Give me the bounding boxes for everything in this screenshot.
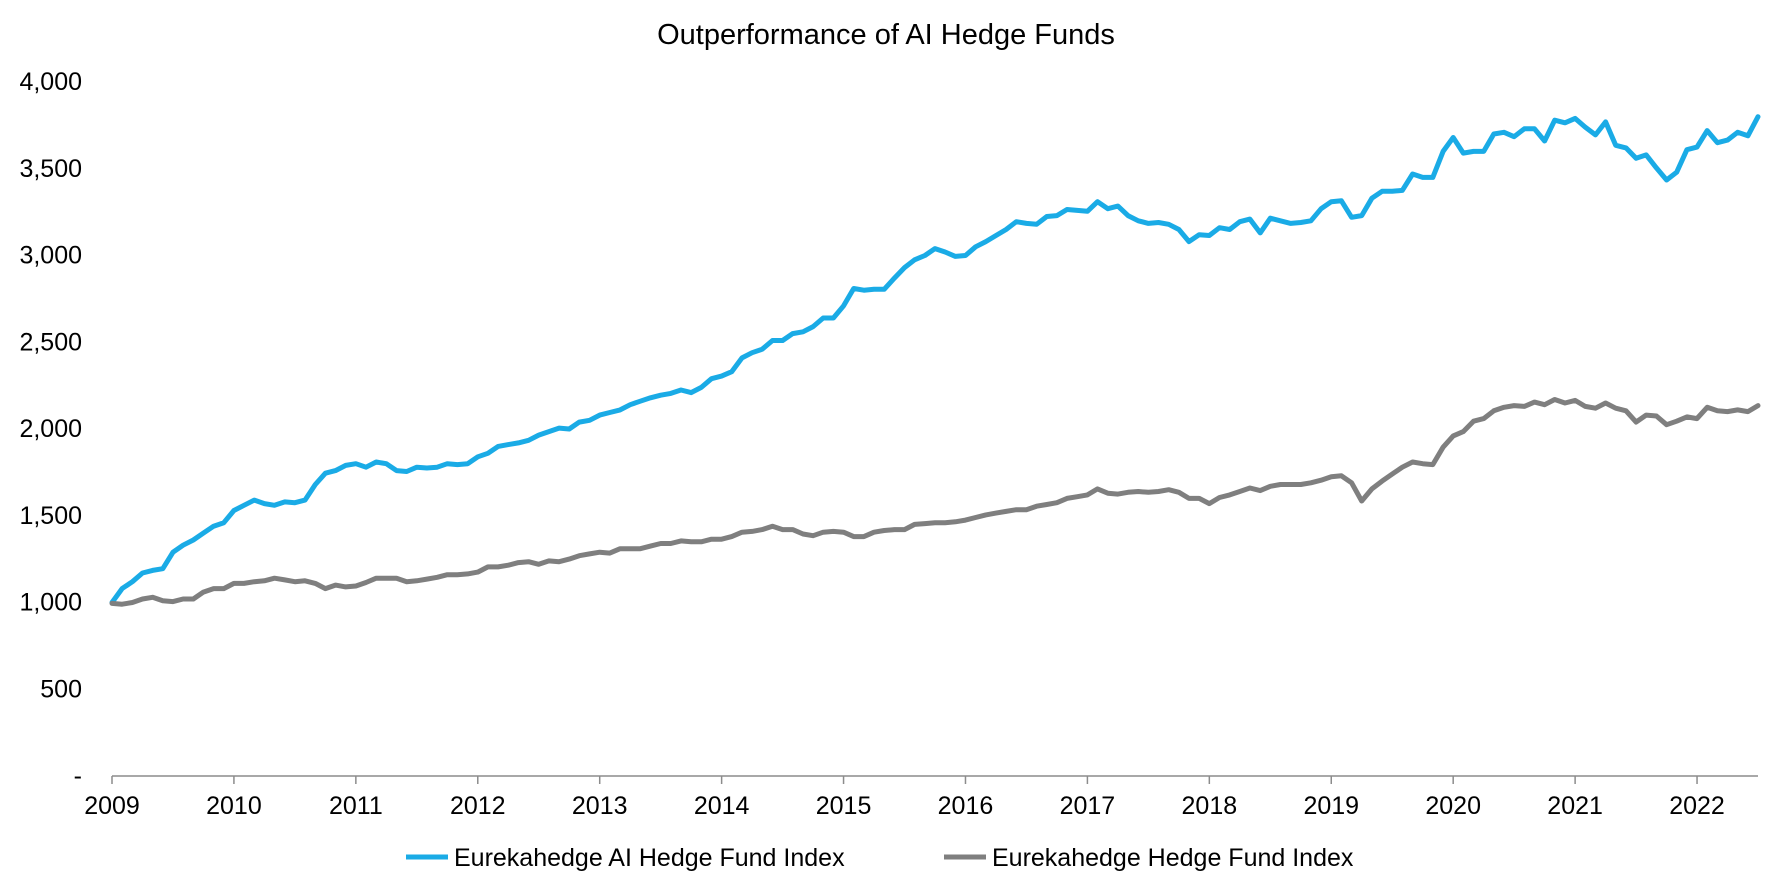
x-tick-label-4: 2013 — [572, 792, 628, 820]
legend-label-0: Eurekahedge AI Hedge Fund Index — [454, 844, 845, 872]
x-tick-label-3: 2012 — [450, 792, 506, 820]
y-tick-label-4: 2,000 — [19, 415, 82, 443]
y-tick-label-2: 1,000 — [19, 589, 82, 617]
y-tick-label-0: - — [74, 762, 82, 790]
x-tick-label-7: 2016 — [938, 792, 994, 820]
y-tick-label-8: 4,000 — [19, 68, 82, 96]
x-tick-label-0: 2009 — [84, 792, 140, 820]
x-axis: 2009 2010 2011 2012 2013 2014 2015 2016 2017 2018… — [84, 775, 1758, 820]
x-tick-label-12: 2021 — [1547, 792, 1603, 820]
chart-title: Outperformance of AI Hedge Funds — [657, 19, 1115, 51]
x-tick-label-9: 2018 — [1182, 792, 1238, 820]
x-tick-label-6: 2015 — [816, 792, 872, 820]
y-tick-label-7: 3,500 — [19, 155, 82, 183]
x-tick-label-10: 2019 — [1303, 792, 1359, 820]
series-line-0 — [109, 114, 1761, 605]
x-tick-label-5: 2014 — [694, 792, 750, 820]
y-axis-labels: - 500 1,000 1,500 2,000 2,500 3,000 3,500 4,000 — [19, 68, 82, 790]
y-tick-label-3: 1,500 — [19, 502, 82, 530]
x-tick-label-8: 2017 — [1060, 792, 1116, 820]
x-tick-label-11: 2020 — [1425, 792, 1481, 820]
legend: Eurekahedge AI Hedge Fund Index Eurekahed… — [406, 844, 1354, 872]
legend-label-1: Eurekahedge Hedge Fund Index — [992, 844, 1354, 872]
y-tick-label-5: 2,500 — [19, 328, 82, 356]
y-tick-label-6: 3,000 — [19, 242, 82, 270]
x-tick-label-2: 2011 — [329, 792, 383, 820]
y-tick-label-1: 500 — [40, 675, 82, 703]
x-tick-label-1: 2010 — [206, 792, 262, 820]
series-line-1 — [109, 397, 1761, 607]
x-tick-label-13: 2022 — [1669, 792, 1725, 820]
series-layer — [109, 114, 1761, 607]
